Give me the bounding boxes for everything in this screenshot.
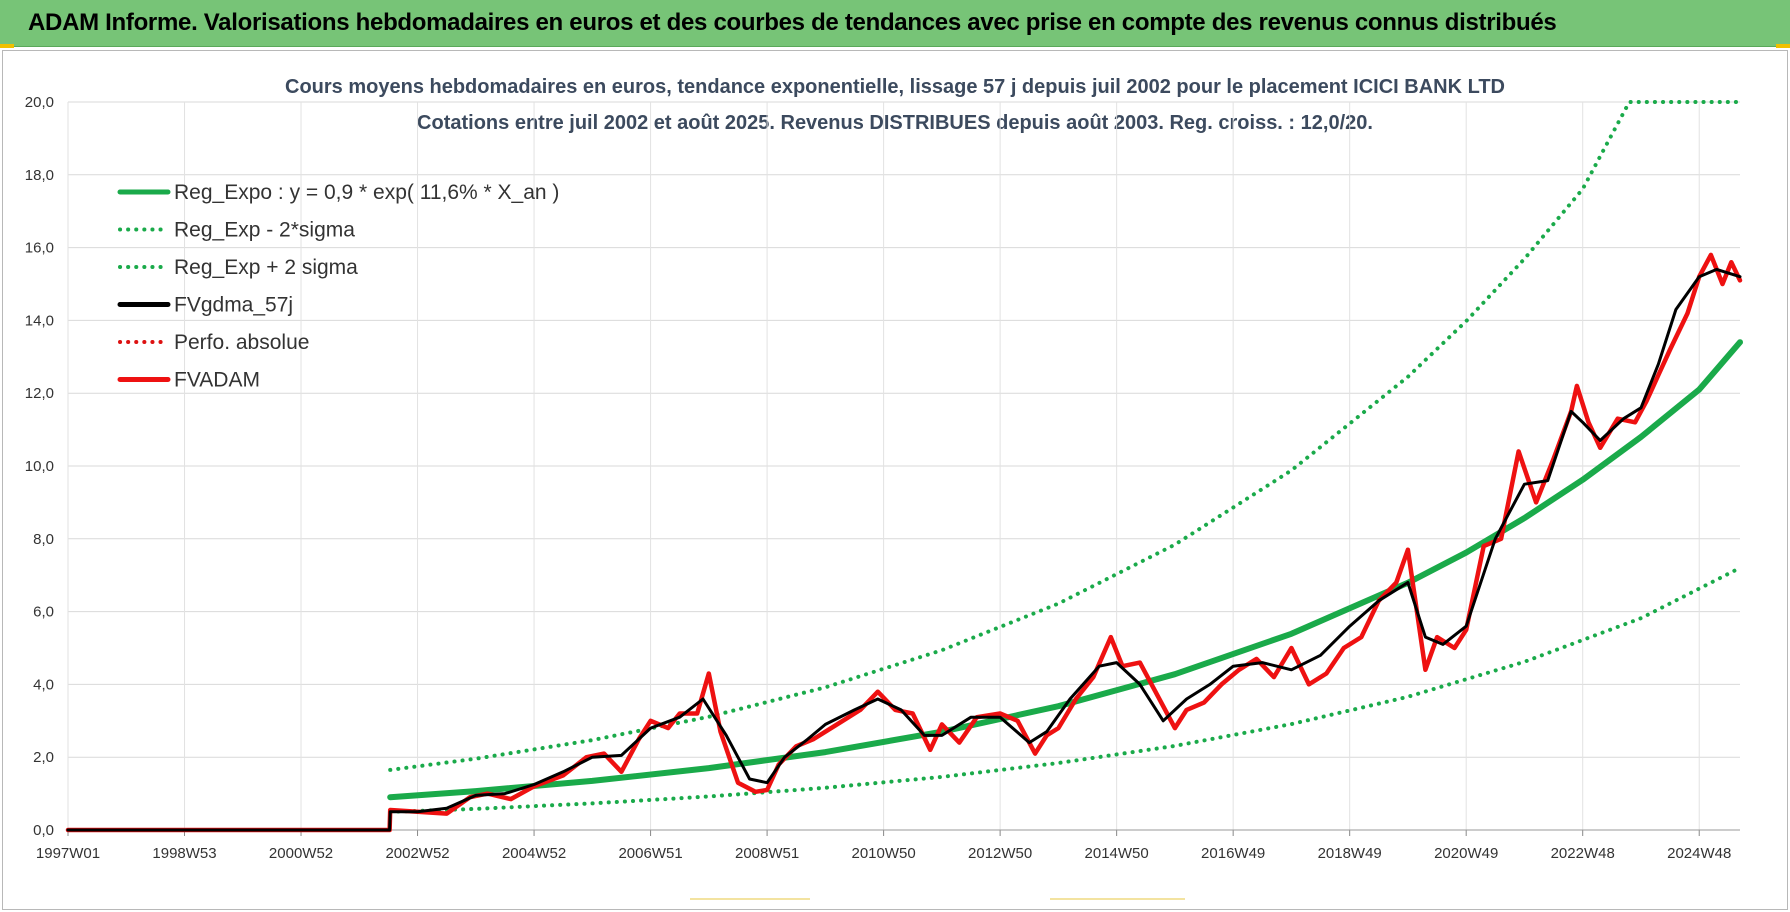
corner-marker-top-right — [1776, 44, 1790, 48]
y-tick-label: 2,0 — [33, 749, 54, 766]
legend-label: FVADAM — [174, 369, 260, 392]
legend-label: Reg_Exp + 2 sigma — [174, 256, 358, 279]
legend-label: Perfo. absolue — [174, 331, 309, 354]
chart-title: Cours moyens hebdomadaires en euros, ten… — [285, 76, 1505, 98]
y-tick-label: 6,0 — [33, 604, 54, 621]
x-tick-label: 2008W51 — [735, 845, 799, 862]
series-lines — [65, 100, 1743, 833]
x-tick-label: 2006W51 — [618, 845, 682, 862]
y-tick-label: 8,0 — [33, 531, 54, 548]
legend-label: FVgdma_57j — [174, 294, 293, 317]
x-tick-label: 2018W49 — [1318, 845, 1382, 862]
x-tick-label: 2002W52 — [385, 845, 449, 862]
x-axis-ticks: 1997W01 1998W53 2000W52 2002W52 2004W52 2006W… — [36, 845, 1731, 862]
series-line — [387, 339, 1743, 801]
y-axis-ticks: 0,0 2,0 4,0 6,0 8,0 10,0 12,0 14,0 16,0 18,0 20,0 — [25, 94, 54, 839]
chart-subtitle: Cotations entre juil 2002 et août 2025. … — [417, 112, 1373, 134]
legend-label: Reg_Exp - 2*sigma — [174, 219, 355, 242]
y-tick-label: 20,0 — [25, 94, 54, 111]
x-tick-label: 1998W53 — [152, 845, 216, 862]
grid-lines — [67, 101, 1740, 836]
corner-marker-top-left — [0, 44, 14, 48]
chart-frame — [2, 50, 1788, 910]
x-tick-label: 2014W50 — [1085, 845, 1149, 862]
x-tick-label: 2024W48 — [1667, 845, 1731, 862]
y-tick-label: 10,0 — [25, 458, 54, 475]
x-tick-label: 2010W50 — [852, 845, 916, 862]
banner-title: ADAM Informe. Valorisations hebdomadaire… — [28, 9, 1557, 36]
x-tick-label: 1997W01 — [36, 845, 100, 862]
legend-label: Reg_Expo : y = 0,9 * exp( 11,6% * X_an ) — [174, 181, 559, 204]
x-tick-label: 2016W49 — [1201, 845, 1265, 862]
series-line — [65, 252, 1743, 833]
x-tick-label: 2020W49 — [1434, 845, 1498, 862]
series-line — [388, 100, 1742, 772]
x-tick-label: 2000W52 — [269, 845, 333, 862]
report-banner: ADAM Informe. Valorisations hebdomadaire… — [0, 0, 1790, 47]
x-tick-label: 2012W50 — [968, 845, 1032, 862]
y-tick-label: 12,0 — [25, 385, 54, 402]
bottom-mark-left — [690, 898, 810, 900]
y-tick-label: 4,0 — [33, 676, 54, 693]
y-tick-label: 18,0 — [25, 167, 54, 184]
x-tick-label: 2022W48 — [1551, 845, 1615, 862]
y-tick-label: 16,0 — [25, 240, 54, 257]
x-tick-label: 2004W52 — [502, 845, 566, 862]
y-tick-label: 0,0 — [33, 822, 54, 839]
series-line — [66, 267, 1742, 832]
series-line — [388, 565, 1742, 814]
legend: Reg_Expo : y = 0,9 * exp( 11,6% * X_an )… — [117, 181, 559, 392]
bottom-mark-right — [1050, 898, 1185, 900]
y-tick-label: 14,0 — [25, 312, 54, 329]
